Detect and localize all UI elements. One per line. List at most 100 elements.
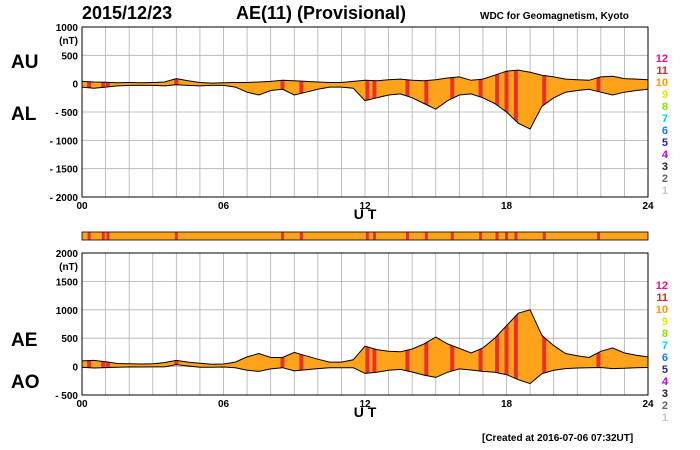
highlight-stripe — [101, 309, 106, 384]
highlight-stripe — [372, 309, 377, 384]
status-strip-mark — [514, 232, 518, 240]
station-count-label: 4 — [662, 376, 669, 388]
ao-side-label: AO — [11, 372, 40, 393]
station-count-label: 4 — [662, 149, 669, 161]
status-strip-mark — [596, 232, 600, 240]
status-strip-mark — [479, 232, 483, 240]
x-tick-label: 24 — [642, 399, 654, 410]
x-tick-label: 12 — [359, 399, 371, 410]
x-axis-label: U T — [354, 404, 377, 420]
status-strip-mark — [405, 232, 409, 240]
plot-frame — [81, 252, 649, 396]
x-tick-label: 18 — [501, 201, 513, 212]
ae-side-label: AE — [11, 330, 38, 351]
highlight-stripe — [542, 70, 547, 129]
x-tick-label: 18 — [501, 399, 513, 410]
station-count-label: 8 — [662, 101, 668, 113]
highlight-stripe — [504, 70, 509, 129]
highlight-stripe — [513, 70, 518, 129]
al-side-label: AL — [11, 104, 37, 125]
station-count-label: 11 — [656, 292, 668, 304]
x-tick-label: 00 — [76, 201, 88, 212]
station-count-label: 11 — [656, 65, 668, 77]
created-stamp: [Created at 2016-07-06 07:32UT] — [482, 433, 634, 444]
x-tick-label: 06 — [218, 201, 230, 212]
highlight-stripe — [450, 309, 455, 384]
y-tick-label: 1000 — [56, 306, 79, 317]
station-count-label: 9 — [662, 89, 668, 101]
status-strip-mark — [87, 232, 91, 240]
plot-frame — [81, 26, 649, 198]
station-count-label: 5 — [662, 137, 668, 149]
highlight-stripe — [513, 309, 518, 384]
x-tick-label: 12 — [359, 201, 371, 212]
y-tick-label: 1000 — [56, 23, 79, 34]
station-count-label: 2 — [662, 173, 668, 185]
y-tick-label: 0 — [72, 363, 78, 374]
status-strip-mark — [495, 232, 499, 240]
y-tick-label: 2000 — [56, 249, 79, 260]
status-strip-mark — [372, 232, 376, 240]
series-line-al — [81, 84, 649, 130]
series-line-au — [81, 69, 649, 84]
station-count-label: 1 — [662, 185, 668, 197]
status-strip-mark — [299, 232, 303, 240]
y-axis-unit: (nT) — [59, 262, 78, 273]
status-strip-bar — [81, 231, 649, 241]
y-tick-label: - 500 — [55, 108, 78, 119]
highlight-stripe — [495, 309, 500, 384]
y-tick-label: - 2000 — [50, 193, 79, 204]
highlight-stripe — [424, 70, 429, 129]
station-count-label: 10 — [656, 77, 668, 89]
highlight-stripe — [542, 309, 547, 384]
series-line-ao — [81, 364, 649, 385]
station-count-label: 7 — [662, 340, 668, 352]
status-strip-mark — [542, 232, 546, 240]
status-strip-mark — [365, 232, 369, 240]
highlight-stripe — [596, 309, 601, 384]
station-count-label: 2 — [662, 400, 668, 412]
status-strip-mark — [106, 232, 110, 240]
station-count-label: 6 — [662, 352, 668, 364]
x-tick-label: 06 — [218, 399, 230, 410]
status-strip-mark — [505, 232, 508, 240]
status-strip — [81, 231, 649, 241]
y-tick-label: 0 — [72, 80, 78, 91]
y-tick-label: 500 — [61, 334, 78, 345]
station-count-label: 12 — [656, 53, 668, 65]
station-count-label: 1 — [662, 412, 668, 424]
highlight-stripe — [365, 70, 370, 129]
series-line-ae — [81, 309, 649, 365]
highlight-stripe — [495, 70, 500, 129]
highlight-stripe — [405, 309, 410, 384]
highlight-stripe — [105, 309, 110, 384]
highlight-stripe — [299, 309, 304, 384]
highlight-stripe — [504, 309, 509, 384]
chart-date: 2015/12/23 — [82, 3, 173, 23]
highlight-stripe — [424, 309, 429, 384]
station-count-label: 3 — [662, 161, 668, 173]
y-tick-label: 500 — [61, 51, 78, 62]
y-tick-label: - 1000 — [50, 136, 79, 147]
highlight-stripe — [87, 309, 92, 384]
x-axis-label: U T — [354, 206, 377, 222]
y-axis-unit: (nT) — [59, 36, 78, 47]
status-strip-mark — [280, 232, 284, 240]
station-count-label: 7 — [662, 113, 668, 125]
station-count-label: 3 — [662, 388, 668, 400]
station-count-label: 10 — [656, 304, 668, 316]
station-count-label: 8 — [662, 328, 668, 340]
status-strip-mark — [101, 232, 105, 240]
station-count-label: 5 — [662, 364, 668, 376]
y-tick-label: - 1500 — [50, 165, 79, 176]
station-count-label: 6 — [662, 125, 668, 137]
x-tick-label: 00 — [76, 399, 88, 410]
highlight-stripe — [478, 309, 483, 384]
status-strip-mark — [424, 232, 428, 240]
panel-au-al: 1000 500 0 - 500 - 1000 - 1500 - 2000 (nT) 00 06 1… — [50, 23, 669, 222]
station-count-label: 9 — [662, 316, 668, 328]
status-strip-mark — [450, 232, 454, 240]
status-strip-mark — [174, 232, 178, 240]
